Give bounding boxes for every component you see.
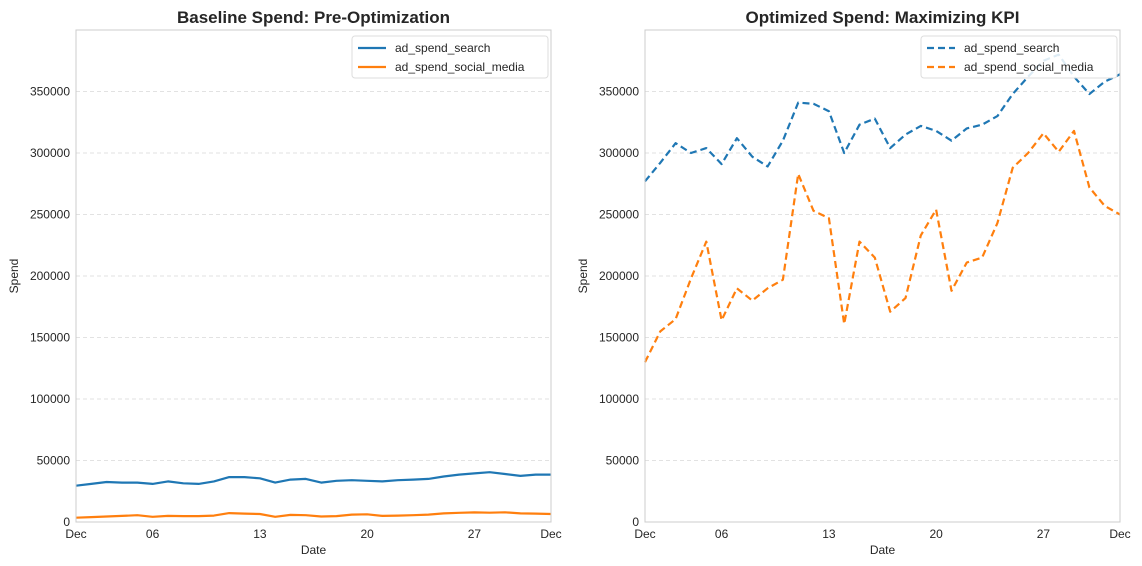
y-axis-label: Spend — [576, 259, 590, 294]
x-tick-label: 27 — [468, 527, 482, 541]
y-tick-label: 100000 — [599, 392, 639, 406]
legend: ad_spend_search ad_spend_social_media — [351, 35, 549, 79]
y-tick-label: 350000 — [30, 85, 70, 99]
series-line-ad-spend-social-media — [644, 129, 1121, 363]
plot-frame — [75, 29, 552, 523]
legend-box — [920, 35, 1118, 79]
x-tick-label: Dec — [634, 527, 655, 541]
legend-entry: ad_spend_social_media — [395, 60, 525, 74]
legend-entry: ad_spend_social_media — [964, 60, 1094, 74]
y-tick-label: 0 — [632, 515, 639, 529]
x-axis-label: Date — [870, 543, 896, 557]
series-line-ad-spend-search — [75, 471, 551, 487]
chart-title: Baseline Spend: Pre-Optimization — [177, 8, 450, 27]
legend: ad_spend_search ad_spend_social_media — [920, 35, 1118, 79]
x-axis-label: Date — [301, 543, 327, 557]
plot-frame — [644, 29, 1121, 523]
legend-box — [351, 35, 549, 79]
chart-panel-2: 0 50000 100000 150000 200000 250000 300000 3500… — [576, 8, 1131, 557]
y-tick-label: 200000 — [30, 269, 70, 283]
y-tick-label: 250000 — [30, 208, 70, 222]
y-tick-label: 150000 — [30, 331, 70, 345]
y-axis-label: Spend — [7, 259, 21, 294]
legend-entry: ad_spend_search — [964, 41, 1059, 55]
y-tick-label: 250000 — [599, 208, 639, 222]
series-line-ad-spend-search — [644, 53, 1121, 183]
chart-panel-1: 0 50000 100000 150000 200000 250000 300000 3500… — [7, 8, 562, 557]
x-tick-label: Dec — [1109, 527, 1130, 541]
series-line-ad-spend-social-media — [75, 511, 552, 519]
y-tick-label: 300000 — [30, 146, 70, 160]
x-tick-label: 06 — [715, 527, 729, 541]
x-tick-label: 27 — [1037, 527, 1051, 541]
y-tick-label: 50000 — [37, 454, 71, 468]
x-tick-label: Dec — [65, 527, 86, 541]
x-tick-label: 13 — [822, 527, 836, 541]
x-tick-label: 06 — [146, 527, 160, 541]
x-tick-label: 20 — [360, 527, 374, 541]
x-tick-label: 20 — [929, 527, 943, 541]
y-tick-label: 200000 — [599, 269, 639, 283]
legend-entry: ad_spend_search — [395, 41, 490, 55]
y-tick-label: 350000 — [599, 85, 639, 99]
y-tick-label: 0 — [63, 515, 70, 529]
x-tick-label: 13 — [253, 527, 267, 541]
y-tick-label: 50000 — [606, 454, 640, 468]
chart-title: Optimized Spend: Maximizing KPI — [746, 8, 1020, 27]
y-tick-label: 300000 — [599, 146, 639, 160]
x-tick-label: Dec — [540, 527, 561, 541]
y-tick-label: 150000 — [599, 331, 639, 345]
y-tick-label: 100000 — [30, 392, 70, 406]
